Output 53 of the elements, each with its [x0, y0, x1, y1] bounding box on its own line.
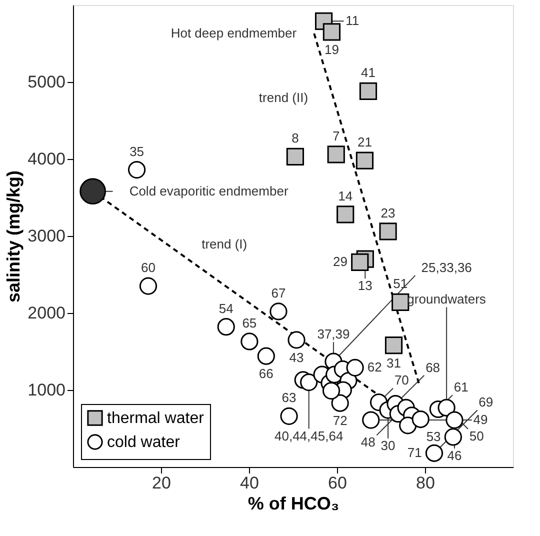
annotation: 51	[393, 276, 408, 292]
annotation: 7	[332, 128, 340, 144]
annotation: 48	[360, 434, 376, 450]
legend-label: thermal water	[107, 410, 205, 427]
annotation: 40,44,45,64	[274, 428, 344, 444]
annotation: 23	[380, 205, 396, 220]
annotation: 19	[324, 42, 339, 57]
annotation: 53	[426, 428, 441, 444]
x-tick-label: 80	[416, 474, 435, 492]
annotation: 41	[361, 65, 376, 80]
annotation: 60	[141, 260, 156, 276]
annotation: 68	[426, 360, 440, 375]
y-tick-label: 5000	[28, 72, 66, 92]
annotation: 25,33,36	[421, 260, 472, 275]
annotation: 43	[289, 350, 304, 365]
annotation: 11	[346, 13, 360, 28]
y-axis-title: salinity (mg/kg)	[4, 170, 24, 303]
annotation: 13	[358, 278, 372, 294]
x-tick-label: 60	[328, 474, 347, 492]
annotation: 49	[473, 412, 488, 428]
annotation: 65	[242, 315, 257, 330]
annotation: 21	[357, 134, 372, 150]
annotation: 63	[282, 390, 296, 406]
annotation: 54	[218, 300, 234, 316]
annotation: 66	[258, 366, 274, 382]
y-tick-label: 4000	[28, 150, 66, 168]
annotation: 8	[292, 130, 299, 146]
annotation: 14	[338, 188, 353, 204]
x-tick-label: 20	[152, 474, 171, 492]
y-tick-label: 2000	[28, 304, 66, 322]
annotation: Cold evaporitic endmember	[129, 183, 289, 198]
annotation: 71	[407, 445, 422, 460]
annotation: 31	[386, 355, 401, 370]
annotation: 46	[447, 448, 462, 464]
annotation: 69	[478, 394, 494, 410]
annotation: Hot deep endmember	[170, 25, 298, 40]
annotation: 30	[380, 438, 396, 454]
y-tick-label: 1000	[28, 380, 66, 400]
annotation: 67	[271, 285, 286, 300]
annotation: 35	[130, 144, 144, 159]
x-tick-label: 40	[240, 474, 259, 492]
annotation: 62	[367, 360, 382, 375]
legend-label: cold water	[107, 434, 181, 451]
annotation: 70	[394, 372, 409, 388]
annotation: 72	[332, 413, 348, 428]
annotation: 29	[333, 254, 348, 270]
y-tick-label: 3000	[28, 226, 66, 246]
annotation: trend (II)	[258, 90, 308, 106]
annotation: trend (I)	[202, 236, 248, 252]
annotation: 50	[469, 428, 484, 444]
annotation: 37,39	[317, 326, 350, 342]
x-axis-title: % of HCO₃	[248, 494, 340, 514]
annotation: 61	[454, 380, 468, 395]
